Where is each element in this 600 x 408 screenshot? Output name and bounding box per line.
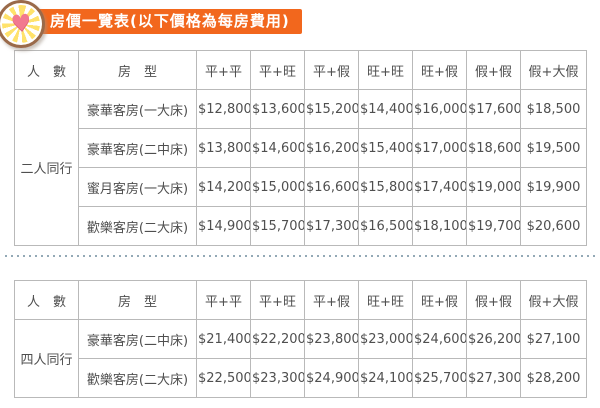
price-cell: $23,800	[304, 319, 359, 359]
price-cell: $15,000	[250, 167, 305, 207]
table-row: 歡樂客房(二大床) $22,500 $23,300 $24,900 $24,10…	[15, 358, 587, 398]
header-row: 人 數 房 型 平+平 平+旺 平+假 旺+旺 旺+假 假+假 假+大假	[14, 280, 587, 320]
price-cell: $16,600	[304, 167, 359, 207]
col-header: 平+旺	[250, 50, 305, 90]
col-header: 假+大假	[520, 50, 587, 90]
price-cell: $24,900	[304, 358, 359, 398]
col-header-room-type: 房 型	[78, 280, 197, 320]
price-cell: $13,800	[196, 128, 251, 168]
table-row: 二人同行 豪華客房(一大床) $12,800 $13,600 $15,200 $…	[14, 89, 587, 246]
price-table-two-person: 人 數 房 型 平+平 平+旺 平+假 旺+旺 旺+假 假+假 假+大假 二人同…	[14, 50, 587, 246]
col-header: 旺+旺	[358, 50, 413, 90]
col-header: 平+平	[196, 50, 251, 90]
price-cell: $18,500	[520, 89, 587, 129]
page-title-banner: 房價一覽表(以下價格為每房費用)	[38, 9, 302, 34]
price-cell: $27,300	[466, 358, 521, 398]
price-cell: $15,200	[304, 89, 359, 129]
price-cell: $22,500	[196, 358, 251, 398]
col-header: 旺+假	[412, 280, 467, 320]
price-cell: $22,200	[250, 319, 305, 359]
price-cell: $13,600	[250, 89, 305, 129]
price-cell: $16,000	[412, 89, 467, 129]
room-type-cell: 豪華客房(一大床)	[78, 89, 197, 129]
room-type-cell: 蜜月客房(一大床)	[78, 167, 197, 207]
flower-heart-icon: ♥	[0, 0, 45, 48]
room-type-cell: 豪華客房(二中床)	[78, 128, 197, 168]
table-row: 豪華客房(二中床) $13,800 $14,600 $16,200 $15,40…	[15, 128, 587, 168]
table-row: 蜜月客房(一大床) $14,200 $15,000 $16,600 $15,80…	[15, 167, 587, 207]
price-cell: $28,200	[520, 358, 587, 398]
price-cell: $18,600	[466, 128, 521, 168]
price-cell: $21,400	[196, 319, 251, 359]
header-row: 人 數 房 型 平+平 平+旺 平+假 旺+旺 旺+假 假+假 假+大假	[14, 50, 587, 90]
price-cell: $25,700	[412, 358, 467, 398]
table-row: 四人同行 豪華客房(二中床) $21,400 $22,200 $23,800 $…	[14, 319, 587, 398]
col-header: 平+假	[304, 280, 359, 320]
price-cell: $23,000	[358, 319, 413, 359]
group-label-cell: 四人同行	[14, 319, 79, 398]
price-cell: $26,200	[466, 319, 521, 359]
price-cell: $18,100	[412, 206, 467, 246]
room-type-cell: 歡樂客房(二大床)	[78, 206, 197, 246]
price-cell: $15,800	[358, 167, 413, 207]
price-cell: $15,400	[358, 128, 413, 168]
price-cell: $20,600	[520, 206, 587, 246]
price-cell: $17,600	[466, 89, 521, 129]
price-cell: $19,000	[466, 167, 521, 207]
col-header-people: 人 數	[14, 50, 79, 90]
price-cell: $14,400	[358, 89, 413, 129]
price-cell: $19,900	[520, 167, 587, 207]
price-cell: $19,500	[520, 128, 587, 168]
price-cell: $12,800	[196, 89, 251, 129]
col-header: 平+平	[196, 280, 251, 320]
price-cell: $19,700	[466, 206, 521, 246]
col-header: 假+假	[466, 280, 521, 320]
col-header: 平+旺	[250, 280, 305, 320]
price-cell: $17,000	[412, 128, 467, 168]
table-row: 歡樂客房(二大床) $14,900 $15,700 $17,300 $16,50…	[15, 206, 587, 246]
price-cell: $27,100	[520, 319, 587, 359]
price-cell: $24,100	[358, 358, 413, 398]
price-table-two-person-wrap: 人 數 房 型 平+平 平+旺 平+假 旺+旺 旺+假 假+假 假+大假 二人同…	[14, 50, 587, 246]
price-cell: $16,500	[358, 206, 413, 246]
col-header-room-type: 房 型	[78, 50, 197, 90]
col-header: 假+大假	[520, 280, 587, 320]
col-header-people: 人 數	[14, 280, 79, 320]
price-cell: $15,700	[250, 206, 305, 246]
room-type-cell: 豪華客房(二中床)	[78, 319, 197, 359]
price-table-four-person: 人 數 房 型 平+平 平+旺 平+假 旺+旺 旺+假 假+假 假+大假 四人同…	[14, 280, 587, 398]
price-cell: $14,200	[196, 167, 251, 207]
price-table-four-person-wrap: 人 數 房 型 平+平 平+旺 平+假 旺+旺 旺+假 假+假 假+大假 四人同…	[14, 280, 587, 398]
heart-icon: ♥	[9, 9, 33, 38]
price-cell: $17,300	[304, 206, 359, 246]
col-header: 旺+假	[412, 50, 467, 90]
col-header: 假+假	[466, 50, 521, 90]
price-cell: $24,600	[412, 319, 467, 359]
col-header: 旺+旺	[358, 280, 413, 320]
price-cell: $17,400	[412, 167, 467, 207]
price-cell: $23,300	[250, 358, 305, 398]
room-type-cell: 歡樂客房(二大床)	[78, 358, 197, 398]
dotted-separator	[5, 255, 595, 257]
price-cell: $14,600	[250, 128, 305, 168]
group-label-cell: 二人同行	[14, 89, 79, 246]
col-header: 平+假	[304, 50, 359, 90]
price-cell: $16,200	[304, 128, 359, 168]
price-cell: $14,900	[196, 206, 251, 246]
